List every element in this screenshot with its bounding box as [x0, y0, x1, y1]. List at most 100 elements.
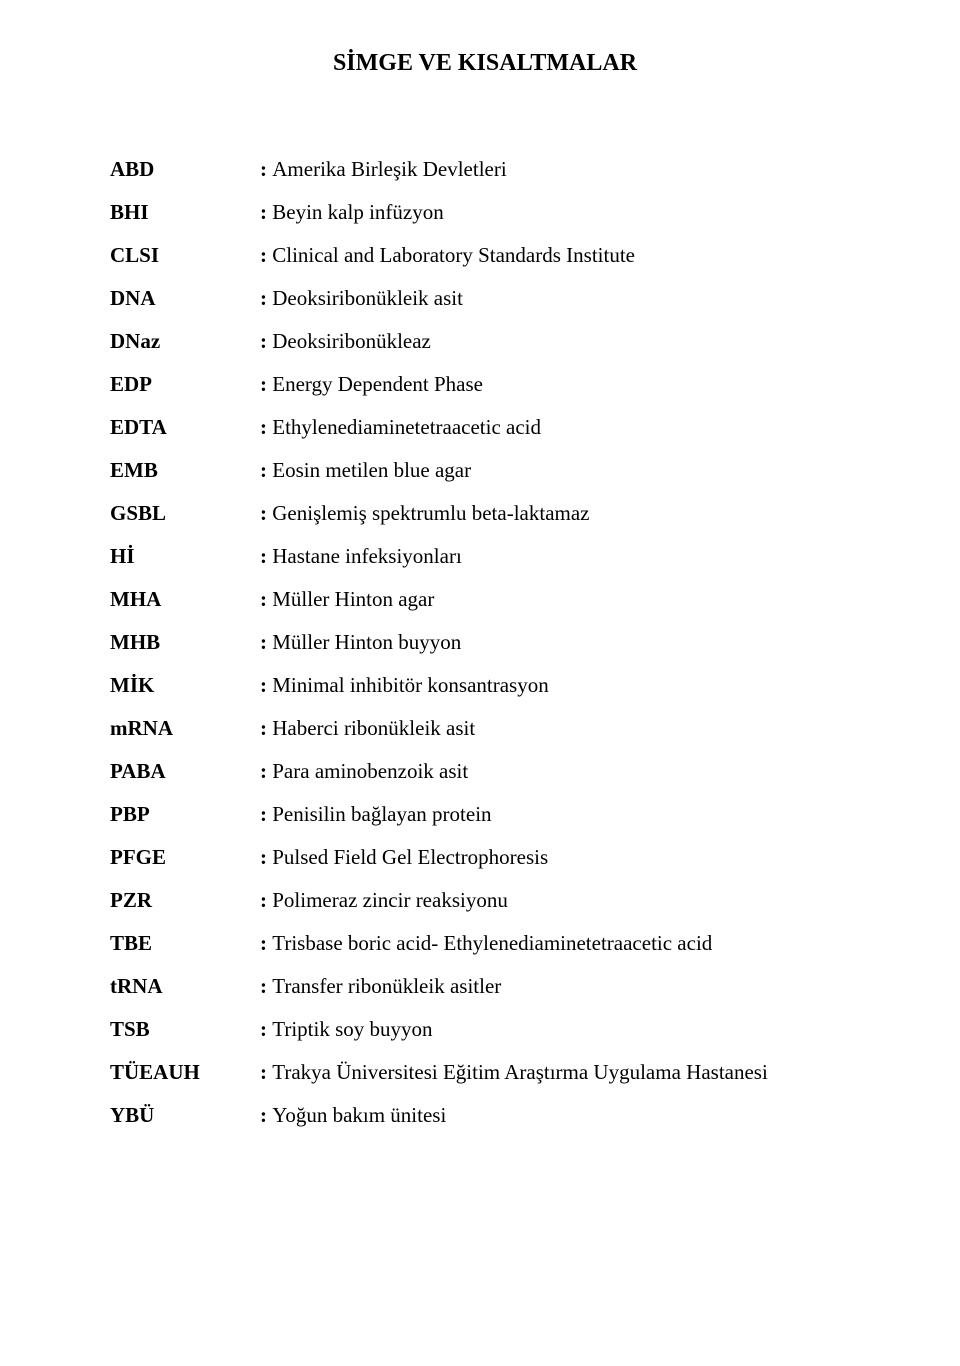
colon-separator: : [260, 1103, 272, 1127]
colon-separator: : [260, 845, 272, 869]
definition-text: Para aminobenzoik asit [272, 759, 468, 783]
definition-text: Penisilin bağlayan protein [272, 802, 491, 826]
definition-text: Trisbase boric acid- Ethylenediaminetetr… [272, 931, 712, 955]
abbrev-row: BHI: Beyin kalp infüzyon [110, 200, 860, 225]
abbrev-row: EDTA: Ethylenediaminetetraacetic acid [110, 415, 860, 440]
definition-text: Pulsed Field Gel Electrophoresis [272, 845, 548, 869]
colon-separator: : [260, 1017, 272, 1041]
definition-text: Deoksiribonükleaz [272, 329, 431, 353]
abbrev-row: mRNA: Haberci ribonükleik asit [110, 716, 860, 741]
abbrev-definition: : Energy Dependent Phase [260, 372, 483, 397]
abbrev-definition: : Para aminobenzoik asit [260, 759, 468, 784]
abbrev-definition: : Beyin kalp infüzyon [260, 200, 444, 225]
definition-text: Triptik soy buyyon [272, 1017, 432, 1041]
abbrev-row: MHA: Müller Hinton agar [110, 587, 860, 612]
definition-text: Müller Hinton buyyon [272, 630, 461, 654]
abbrev-definition: : Pulsed Field Gel Electrophoresis [260, 845, 548, 870]
abbrev-term: BHI [110, 200, 260, 225]
definition-text: Ethylenediaminetetraacetic acid [272, 415, 541, 439]
abbreviation-list: ABD: Amerika Birleşik DevletleriBHI: Bey… [110, 157, 860, 1128]
colon-separator: : [260, 544, 272, 568]
colon-separator: : [260, 372, 272, 396]
abbrev-row: YBÜ: Yoğun bakım ünitesi [110, 1103, 860, 1128]
abbrev-row: TBE: Trisbase boric acid- Ethylenediamin… [110, 931, 860, 956]
abbrev-row: CLSI: Clinical and Laboratory Standards … [110, 243, 860, 268]
colon-separator: : [260, 286, 272, 310]
abbrev-row: TÜEAUH: Trakya Üniversitesi Eğitim Araşt… [110, 1060, 860, 1085]
abbrev-term: MHA [110, 587, 260, 612]
abbrev-term: YBÜ [110, 1103, 260, 1128]
definition-text: Clinical and Laboratory Standards Instit… [272, 243, 635, 267]
abbrev-term: tRNA [110, 974, 260, 999]
definition-text: Hastane infeksiyonları [272, 544, 462, 568]
abbrev-definition: : Minimal inhibitör konsantrasyon [260, 673, 549, 698]
abbrev-term: PABA [110, 759, 260, 784]
abbrev-definition: : Müller Hinton buyyon [260, 630, 461, 655]
abbrev-definition: : Müller Hinton agar [260, 587, 434, 612]
page-title: SİMGE VE KISALTMALAR [110, 50, 860, 77]
abbrev-row: GSBL: Genişlemiş spektrumlu beta-laktama… [110, 501, 860, 526]
abbrev-term: EDP [110, 372, 260, 397]
definition-text: Eosin metilen blue agar [272, 458, 471, 482]
colon-separator: : [260, 587, 272, 611]
definition-text: Müller Hinton agar [272, 587, 434, 611]
abbrev-term: TBE [110, 931, 260, 956]
abbrev-term: TSB [110, 1017, 260, 1042]
abbrev-term: CLSI [110, 243, 260, 268]
abbrev-row: PABA: Para aminobenzoik asit [110, 759, 860, 784]
colon-separator: : [260, 802, 272, 826]
colon-separator: : [260, 329, 272, 353]
definition-text: Haberci ribonükleik asit [272, 716, 475, 740]
abbrev-definition: : Deoksiribonükleik asit [260, 286, 463, 311]
abbrev-term: mRNA [110, 716, 260, 741]
abbrev-definition: : Penisilin bağlayan protein [260, 802, 492, 827]
colon-separator: : [260, 243, 272, 267]
colon-separator: : [260, 931, 272, 955]
abbrev-row: tRNA: Transfer ribonükleik asitler [110, 974, 860, 999]
definition-text: Polimeraz zincir reaksiyonu [272, 888, 508, 912]
definition-text: Beyin kalp infüzyon [272, 200, 443, 224]
abbrev-definition: : Deoksiribonükleaz [260, 329, 431, 354]
definition-text: Yoğun bakım ünitesi [272, 1103, 446, 1127]
colon-separator: : [260, 673, 272, 697]
colon-separator: : [260, 630, 272, 654]
abbrev-definition: : Ethylenediaminetetraacetic acid [260, 415, 541, 440]
abbrev-term: MHB [110, 630, 260, 655]
colon-separator: : [260, 458, 272, 482]
abbrev-definition: : Triptik soy buyyon [260, 1017, 433, 1042]
abbrev-definition: : Transfer ribonükleik asitler [260, 974, 501, 999]
abbrev-row: DNaz: Deoksiribonükleaz [110, 329, 860, 354]
abbrev-row: PZR: Polimeraz zincir reaksiyonu [110, 888, 860, 913]
abbrev-row: EDP: Energy Dependent Phase [110, 372, 860, 397]
abbrev-term: Hİ [110, 544, 260, 569]
abbrev-definition: : Clinical and Laboratory Standards Inst… [260, 243, 635, 268]
colon-separator: : [260, 716, 272, 740]
abbrev-definition: : Trisbase boric acid- Ethylenediaminete… [260, 931, 712, 956]
definition-text: Transfer ribonükleik asitler [272, 974, 501, 998]
colon-separator: : [260, 1060, 272, 1084]
abbrev-term: MİK [110, 673, 260, 698]
abbrev-term: EDTA [110, 415, 260, 440]
colon-separator: : [260, 759, 272, 783]
colon-separator: : [260, 415, 272, 439]
abbrev-definition: : Trakya Üniversitesi Eğitim Araştırma U… [260, 1060, 768, 1085]
colon-separator: : [260, 974, 272, 998]
definition-text: Trakya Üniversitesi Eğitim Araştırma Uyg… [272, 1060, 768, 1084]
abbrev-term: PZR [110, 888, 260, 913]
abbrev-term: DNA [110, 286, 260, 311]
abbrev-definition: : Genişlemiş spektrumlu beta-laktamaz [260, 501, 590, 526]
colon-separator: : [260, 501, 272, 525]
abbrev-definition: : Hastane infeksiyonları [260, 544, 462, 569]
abbrev-row: MHB: Müller Hinton buyyon [110, 630, 860, 655]
definition-text: Deoksiribonükleik asit [272, 286, 463, 310]
definition-text: Minimal inhibitör konsantrasyon [272, 673, 548, 697]
abbrev-term: ABD [110, 157, 260, 182]
abbrev-term: PBP [110, 802, 260, 827]
colon-separator: : [260, 888, 272, 912]
abbrev-row: EMB: Eosin metilen blue agar [110, 458, 860, 483]
abbrev-definition: : Eosin metilen blue agar [260, 458, 471, 483]
abbrev-definition: : Polimeraz zincir reaksiyonu [260, 888, 508, 913]
abbrev-definition: : Amerika Birleşik Devletleri [260, 157, 507, 182]
abbrev-row: ABD: Amerika Birleşik Devletleri [110, 157, 860, 182]
abbrev-row: Hİ: Hastane infeksiyonları [110, 544, 860, 569]
